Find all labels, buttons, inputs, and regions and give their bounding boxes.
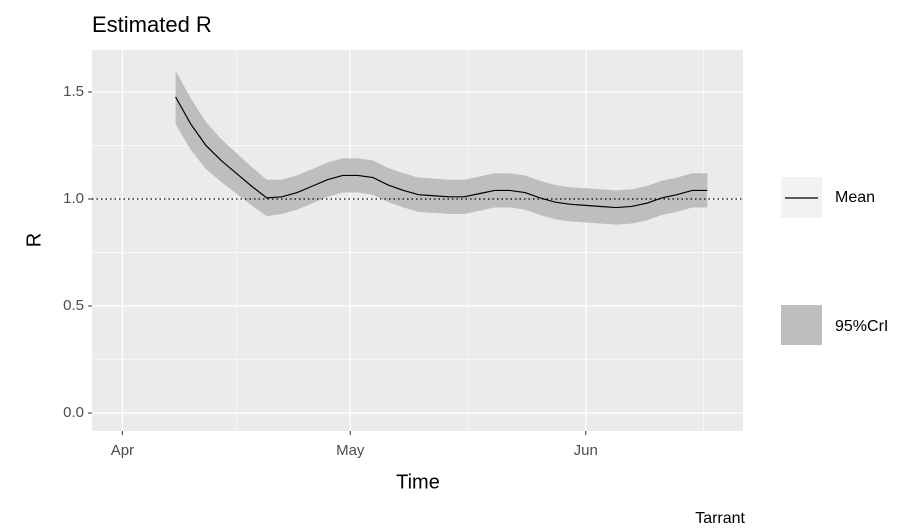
y-tick-label: 1.5	[63, 83, 84, 100]
y-tick-label: 0.0	[63, 404, 84, 421]
legend-label: 95%CrI	[835, 318, 888, 335]
x-tick-label: Apr	[111, 442, 134, 459]
caption: Tarrant	[695, 510, 745, 527]
x-axis-title: Time	[396, 471, 440, 493]
y-tick-label: 1.0	[63, 190, 84, 207]
y-axis-title: R	[23, 233, 45, 247]
credible-band	[175, 70, 708, 225]
legend-label: Mean	[835, 189, 875, 206]
legend-swatch	[781, 305, 822, 345]
x-tick-label: Jun	[574, 442, 598, 459]
x-tick-label: May	[336, 442, 365, 459]
y-tick-label: 0.5	[63, 297, 84, 314]
mean-line	[175, 96, 708, 209]
chart-title: Estimated R	[92, 12, 212, 37]
